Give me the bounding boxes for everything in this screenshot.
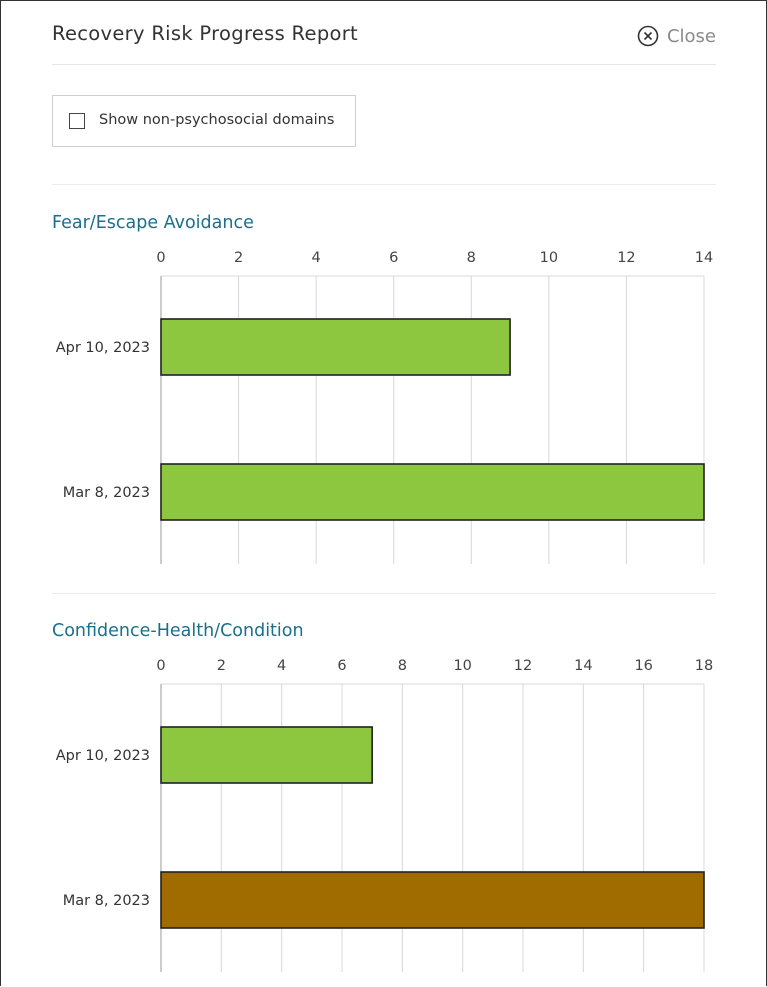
x-tick-label: 8 [467, 250, 476, 266]
x-tick-label: 4 [312, 250, 321, 266]
x-tick-label: 6 [337, 658, 346, 674]
x-tick-label: 8 [398, 658, 407, 674]
section-divider [52, 184, 716, 185]
chart-title-fear-avoidance: Fear/Escape Avoidance [52, 213, 254, 233]
x-tick-label: 0 [156, 250, 165, 266]
filter-panel: Show non-psychosocial domains [52, 95, 356, 147]
non-psychosocial-label[interactable]: Show non-psychosocial domains [99, 112, 335, 128]
x-tick-label: 18 [695, 658, 713, 674]
x-tick-label: 0 [156, 658, 165, 674]
confidence-health-chart: 0 2 4 6 8 10 12 14 16 18 Apr 10, 2023 Mar 8, 2023 [56, 658, 713, 972]
bar [160, 463, 705, 521]
bar [160, 318, 511, 376]
dialog-title: Recovery Risk Progress Report [52, 22, 358, 45]
section-divider [52, 593, 716, 594]
x-tick-label: 12 [617, 250, 635, 266]
dialog-header: Recovery Risk Progress Report Close [52, 1, 716, 65]
chart-title-confidence-health: Confidence-Health/Condition [52, 621, 304, 641]
close-button[interactable]: Close [637, 25, 716, 47]
close-label: Close [666, 25, 716, 47]
category-label: Apr 10, 2023 [56, 748, 150, 764]
x-tick-label: 6 [389, 250, 398, 266]
x-tick-label: 2 [217, 658, 226, 674]
x-tick-label: 2 [234, 250, 243, 266]
x-tick-label: 12 [514, 658, 532, 674]
x-tick-label: 14 [695, 250, 713, 266]
close-icon [637, 25, 659, 47]
x-tick-label: 4 [277, 658, 286, 674]
fear-avoidance-chart: 0 2 4 6 8 10 12 14 Apr 10, 2023 Mar 8, 2023 [56, 250, 713, 564]
x-tick-label: 10 [540, 250, 558, 266]
category-label: Mar 8, 2023 [63, 893, 150, 909]
category-label: Mar 8, 2023 [63, 485, 150, 501]
x-tick-label: 10 [453, 658, 471, 674]
x-tick-label: 16 [634, 658, 652, 674]
bar [160, 871, 705, 929]
non-psychosocial-checkbox[interactable] [69, 113, 85, 129]
x-tick-label: 14 [574, 658, 592, 674]
bar [160, 726, 373, 784]
category-label: Apr 10, 2023 [56, 340, 150, 356]
